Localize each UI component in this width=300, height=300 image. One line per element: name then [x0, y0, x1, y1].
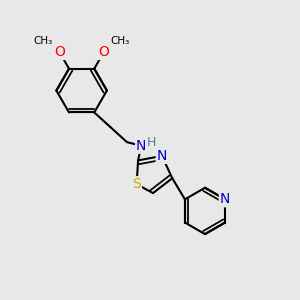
Text: CH₃: CH₃	[34, 36, 53, 46]
Text: CH₃: CH₃	[110, 36, 129, 46]
Text: H: H	[147, 136, 156, 149]
Text: S: S	[132, 177, 141, 191]
Text: O: O	[54, 45, 65, 59]
Text: O: O	[98, 45, 110, 59]
Text: N: N	[136, 139, 146, 153]
Text: N: N	[157, 149, 167, 163]
Text: N: N	[220, 192, 230, 206]
